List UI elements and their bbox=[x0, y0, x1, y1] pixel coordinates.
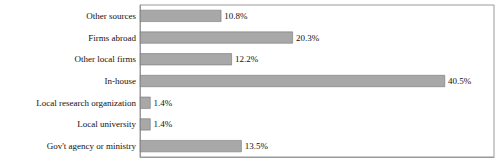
svg-text:Other local firms: Other local firms bbox=[75, 54, 137, 64]
svg-text:Other sources: Other sources bbox=[86, 11, 136, 21]
svg-text:1.4%: 1.4% bbox=[154, 119, 173, 129]
svg-text:Local research organization: Local research organization bbox=[36, 98, 136, 108]
svg-text:12.2%: 12.2% bbox=[235, 54, 259, 64]
svg-text:Local university: Local university bbox=[77, 119, 136, 129]
svg-text:10.8%: 10.8% bbox=[224, 11, 248, 21]
svg-text:Gov't agency or ministry: Gov't agency or ministry bbox=[47, 141, 137, 151]
svg-text:Firms abroad: Firms abroad bbox=[88, 33, 136, 43]
svg-text:13.5%: 13.5% bbox=[245, 141, 269, 151]
svg-text:In-house: In-house bbox=[105, 76, 137, 86]
svg-text:40.5%: 40.5% bbox=[448, 76, 472, 86]
svg-text:20.3%: 20.3% bbox=[296, 33, 320, 43]
svg-text:1.4%: 1.4% bbox=[154, 98, 173, 108]
